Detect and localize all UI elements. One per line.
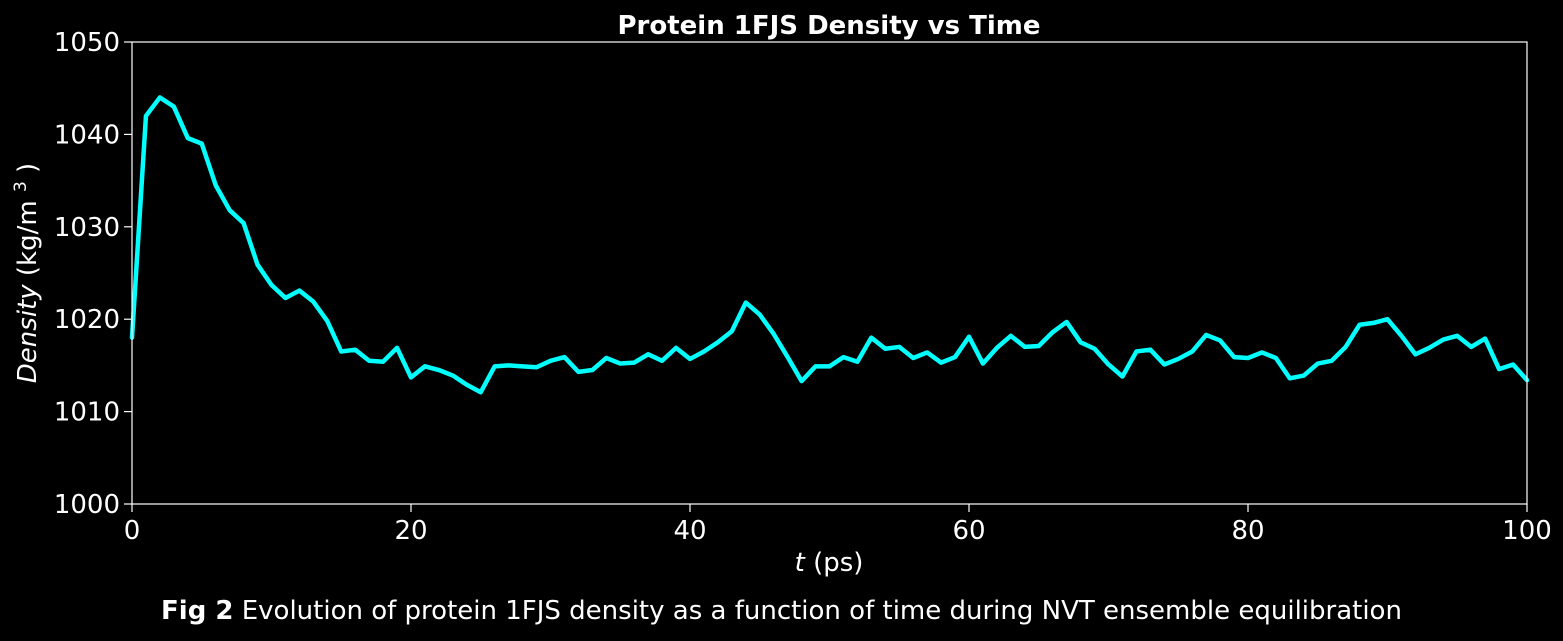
x-tick-label: 80 (1231, 516, 1264, 546)
x-tick-label: 20 (394, 516, 427, 546)
x-tick-label: 0 (124, 516, 141, 546)
x-axis-ticks: 0 20 40 60 80 100 (124, 504, 1552, 546)
y-tick-label: 1040 (54, 120, 120, 150)
density-series-line (129, 95, 1530, 395)
y-axis-unit-exponent: 3 (11, 181, 31, 192)
y-tick-label: 1000 (54, 490, 120, 520)
x-tick-label: 40 (673, 516, 706, 546)
y-axis-unit-suffix: ) (13, 163, 43, 173)
x-axis-unit: (ps) (813, 548, 863, 578)
y-tick-label: 1050 (54, 28, 120, 58)
x-tick-label: 100 (1502, 516, 1552, 546)
y-axis-unit-prefix: (kg/m (13, 200, 43, 276)
plot-area-frame (131, 41, 1528, 505)
y-axis-ticks: 1000 1010 1020 1030 1040 1050 (54, 28, 132, 520)
x-axis-variable: t (795, 548, 806, 578)
y-tick-label: 1020 (54, 305, 120, 335)
figure-caption-text: Evolution of protein 1FJS density as a f… (233, 596, 1402, 626)
figure-caption: Fig 2 Evolution of protein 1FJS density … (0, 596, 1563, 626)
y-axis-label: Density (kg/m 3 ) (3, 163, 43, 383)
y-axis-variable: Density (13, 284, 43, 383)
x-tick-label: 60 (952, 516, 985, 546)
x-axis-label: t (ps) (795, 548, 864, 578)
figure-caption-label: Fig 2 (161, 596, 234, 626)
chart-title: Protein 1FJS Density vs Time (618, 11, 1041, 41)
y-tick-label: 1010 (54, 398, 120, 428)
y-tick-label: 1030 (54, 213, 120, 243)
